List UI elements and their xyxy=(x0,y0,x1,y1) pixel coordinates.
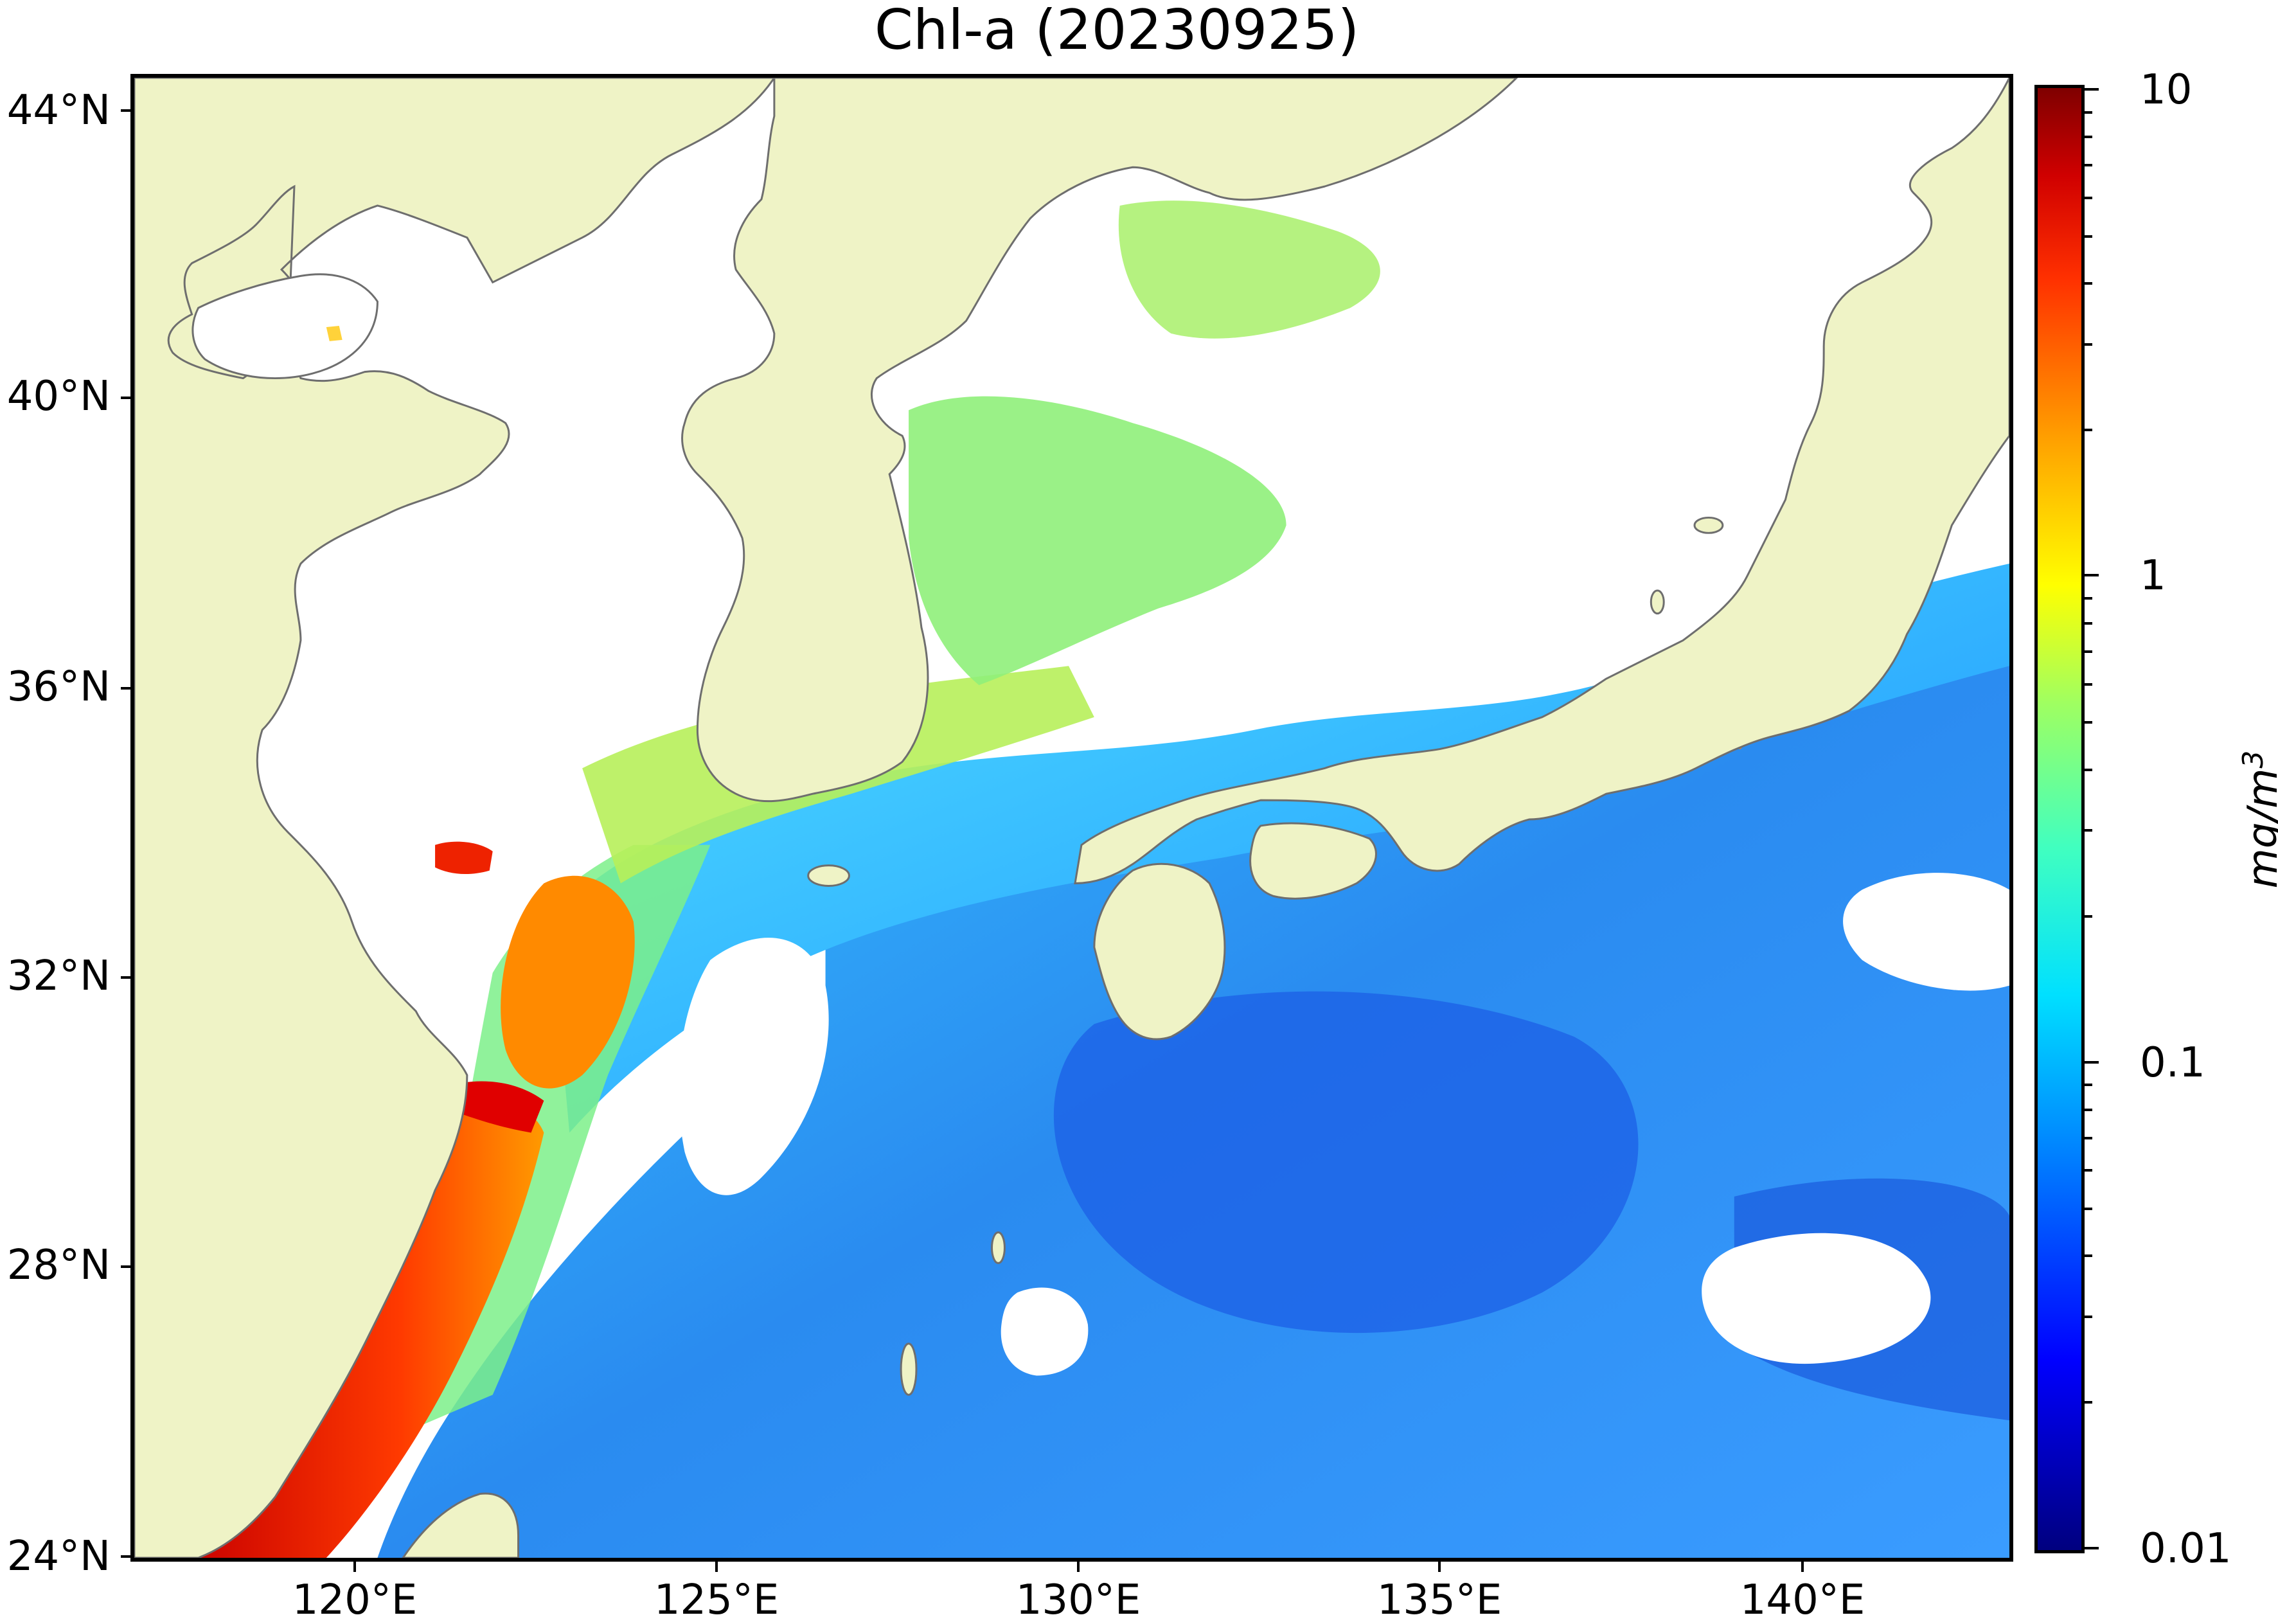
lon-tick-125: 125°E xyxy=(654,1576,779,1624)
colorbar-major-tick xyxy=(2085,88,2099,91)
colorbar-minor-tick xyxy=(2085,1254,2092,1258)
colorbar-label-0-1: 0.1 xyxy=(2140,1039,2205,1087)
colorbar-minor-tick xyxy=(2085,111,2092,114)
colorbar-minor-tick xyxy=(2085,650,2092,653)
lat-tickmark xyxy=(121,397,131,399)
lon-tick-140: 140°E xyxy=(1740,1576,1865,1624)
yellow-sea-red-patch xyxy=(435,841,493,874)
lon-tickmark xyxy=(1438,1562,1441,1572)
colorbar xyxy=(2034,85,2085,1553)
colorbar-minor-tick xyxy=(2085,196,2092,199)
bohai-sea xyxy=(191,273,378,380)
lon-tickmark xyxy=(353,1562,356,1572)
amami-island xyxy=(991,1231,1006,1264)
colorbar-minor-tick xyxy=(2085,282,2092,285)
colorbar-minor-tick xyxy=(2085,597,2092,600)
china-mainland xyxy=(134,78,776,1558)
colorbar-minor-tick xyxy=(2085,1136,2092,1139)
korea-peninsula xyxy=(681,78,1518,803)
colorbar-minor-tick xyxy=(2085,1401,2092,1404)
lat-tick-28: 28°N xyxy=(6,1242,111,1289)
cloud-patch-pacific-east xyxy=(1702,1233,1931,1364)
east-korea-green-patch xyxy=(909,396,1286,686)
okinawa-island xyxy=(900,1343,918,1396)
yangtze-plume xyxy=(501,875,635,1089)
colorbar-minor-tick xyxy=(2085,164,2092,167)
lon-tickmark xyxy=(1801,1562,1804,1572)
cloud-patch-ecs xyxy=(678,938,829,1195)
noto-peninsula-tip xyxy=(1650,589,1665,615)
lat-tickmark xyxy=(121,976,131,979)
japan-kyushu xyxy=(1093,862,1226,1040)
lat-tick-40: 40°N xyxy=(6,373,111,420)
colorbar-label-10: 10 xyxy=(2140,66,2193,114)
sado-island xyxy=(1693,516,1724,534)
colorbar-minor-tick xyxy=(2085,1169,2092,1172)
deep-blue-core xyxy=(1053,991,1639,1334)
lon-tick-120: 120°E xyxy=(292,1576,418,1624)
lat-tickmark xyxy=(121,1555,131,1558)
colorbar-minor-tick xyxy=(2085,1208,2092,1211)
lat-tick-32: 32°N xyxy=(6,952,111,1000)
colorbar-label-1: 1 xyxy=(2140,552,2166,600)
colorbar-minor-tick xyxy=(2085,621,2092,625)
cloud-patch-south xyxy=(1001,1287,1089,1376)
north-korea-green-patch xyxy=(1118,201,1380,339)
colorbar-minor-tick xyxy=(2085,235,2092,238)
colorbar-major-tick xyxy=(2085,574,2099,576)
japan-honshu xyxy=(1074,78,2009,884)
lat-tick-24: 24°N xyxy=(6,1533,111,1580)
colorbar-minor-tick xyxy=(2085,721,2092,724)
colorbar-minor-tick xyxy=(2085,1315,2092,1318)
cloud-patch-pacific-ne xyxy=(1843,873,2009,991)
colorbar-minor-tick xyxy=(2085,1083,2092,1086)
jeju-island xyxy=(807,864,850,887)
colorbar-minor-tick xyxy=(2085,829,2092,832)
hangzhou-bay-red xyxy=(441,1081,544,1133)
lon-tick-135: 135°E xyxy=(1376,1576,1502,1624)
colorbar-major-tick xyxy=(2085,1061,2099,1064)
colorbar-minor-tick xyxy=(2085,136,2092,139)
colorbar-unit-label: mg/m3 xyxy=(2236,750,2278,889)
bohai-yellow-speck xyxy=(326,325,343,341)
lon-tickmark xyxy=(1077,1562,1080,1572)
colorbar-minor-tick xyxy=(2085,428,2092,431)
chlorophyll-map xyxy=(134,78,2009,1558)
lat-tickmark xyxy=(121,1265,131,1268)
lon-tickmark xyxy=(715,1562,718,1572)
map-title: Chl-a (20230925) xyxy=(874,0,1360,62)
colorbar-minor-tick xyxy=(2085,915,2092,918)
japan-shikoku xyxy=(1249,822,1377,900)
lat-tickmark xyxy=(121,109,131,112)
colorbar-label-0-01: 0.01 xyxy=(2140,1525,2232,1573)
colorbar-major-tick xyxy=(2085,1547,2099,1549)
lat-tickmark xyxy=(121,687,131,690)
lon-tick-130: 130°E xyxy=(1015,1576,1141,1624)
colorbar-minor-tick xyxy=(2085,768,2092,771)
colorbar-minor-tick xyxy=(2085,1108,2092,1111)
lat-tick-36: 36°N xyxy=(6,663,111,711)
colorbar-minor-tick xyxy=(2085,343,2092,346)
map-panel xyxy=(130,74,2013,1562)
lat-tick-44: 44°N xyxy=(6,87,111,134)
taiwan xyxy=(402,1492,520,1558)
colorbar-minor-tick xyxy=(2085,683,2092,686)
